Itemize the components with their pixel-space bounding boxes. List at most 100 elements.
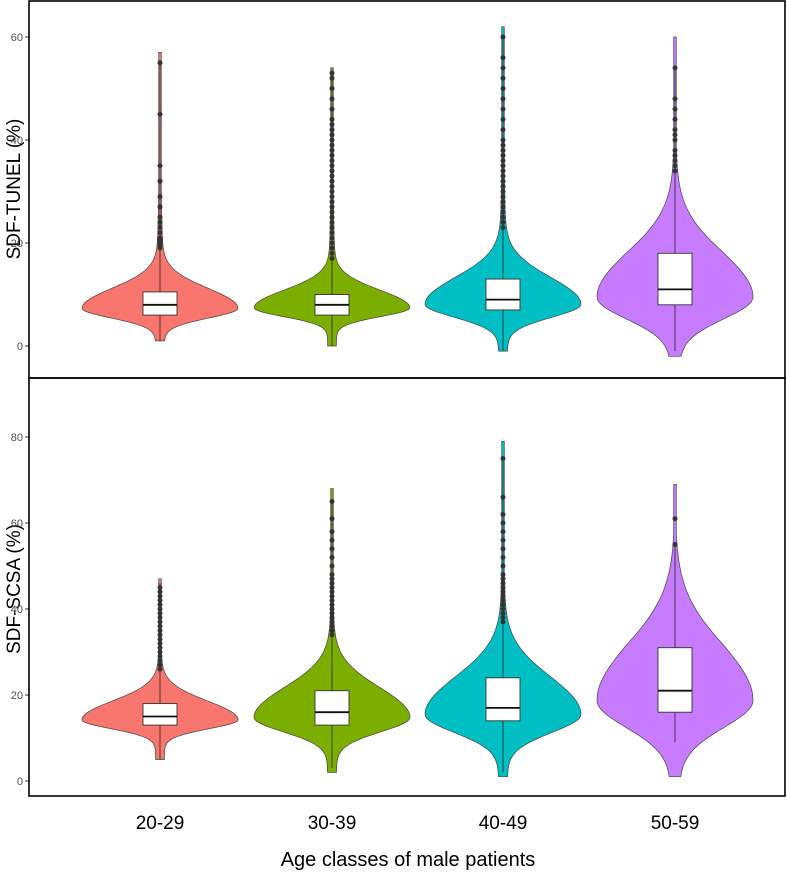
outlier-point	[157, 60, 163, 66]
y-tick-label: 20	[11, 238, 23, 250]
outlier-point	[500, 158, 506, 164]
outlier-point	[157, 593, 163, 599]
outlier-point	[500, 576, 506, 582]
box-20-29	[142, 291, 178, 316]
outlier-point	[329, 230, 335, 236]
outlier-point	[500, 34, 506, 40]
y-ticks-scsa: 0 20 40 60 80	[11, 432, 29, 788]
x-tick-label-50-59: 50-59	[651, 813, 700, 834]
outlier-point	[157, 230, 163, 236]
outlier-point	[500, 225, 506, 231]
outlier-point	[329, 250, 335, 256]
outlier-point	[500, 142, 506, 148]
outlier-point	[329, 632, 335, 638]
outlier-point	[329, 75, 335, 81]
outlier-point	[500, 214, 506, 220]
outlier-point	[672, 106, 678, 112]
outlier-point	[500, 55, 506, 61]
outlier-point	[500, 86, 506, 91]
outlier-point	[157, 597, 163, 603]
outlier-point	[672, 116, 678, 122]
outlier-point	[500, 597, 506, 603]
outlier-point	[157, 666, 163, 672]
outlier-point	[157, 606, 163, 612]
outlier-point	[500, 546, 506, 552]
outlier-point	[500, 173, 506, 179]
outlier-point	[500, 494, 506, 500]
panel-border-scsa	[28, 377, 786, 797]
panel-sdf-tunel: SDF-TUNEL (%) 0 20 40 60	[4, 0, 786, 379]
outlier-point	[672, 163, 678, 169]
outlier-point	[500, 189, 506, 194]
outlier-point	[500, 204, 506, 210]
outlier-point	[329, 116, 335, 122]
outlier-point	[500, 152, 506, 158]
outlier-point	[157, 662, 163, 668]
y-tick-label: 40	[11, 604, 23, 616]
outlier-point	[157, 610, 163, 616]
outlier-point	[500, 580, 506, 586]
outlier-point	[500, 529, 506, 535]
box-50-59	[657, 647, 693, 713]
outlier-point	[500, 199, 506, 205]
outlier-point	[157, 111, 163, 117]
outlier-point	[329, 106, 335, 112]
outlier-point	[500, 163, 506, 169]
x-tick-label-20-29: 20-29	[136, 813, 185, 834]
outlier-point	[157, 615, 163, 621]
outlier-point	[500, 209, 506, 215]
x-axis: 20-29 30-39 40-49 50-59 Age classes of m…	[136, 813, 700, 871]
panel-sdf-scsa: SDF-SCSA (%) 0 20 40 60 80	[4, 377, 786, 797]
outlier-point	[329, 602, 335, 608]
outlier-point	[329, 593, 335, 599]
outlier-point	[329, 610, 335, 616]
outlier-point	[329, 628, 335, 633]
outlier-point	[329, 563, 335, 569]
y-tick-label: 60	[11, 32, 23, 44]
outlier-point	[157, 658, 163, 664]
outlier-point	[500, 75, 506, 81]
outlier-point	[329, 499, 335, 504]
outlier-point	[329, 173, 335, 179]
outlier-point	[329, 147, 335, 153]
outlier-point	[157, 602, 163, 608]
outlier-point	[157, 640, 163, 646]
x-axis-label: Age classes of male patients	[281, 849, 536, 871]
outlier-point	[672, 96, 678, 102]
y-axis-label-tunel: SDF-TUNEL (%)	[4, 119, 25, 260]
outlier-point	[500, 116, 506, 122]
outlier-point	[329, 619, 335, 625]
outlier-point	[500, 615, 506, 621]
outlier-point	[329, 225, 335, 231]
outlier-point	[329, 589, 335, 595]
outlier-point	[500, 456, 506, 461]
outlier-point	[329, 245, 335, 251]
outlier-point	[672, 132, 678, 138]
outlier-point	[329, 597, 335, 603]
outlier-point	[500, 106, 506, 112]
violins-tunel	[81, 26, 754, 357]
outlier-point	[329, 572, 335, 578]
outlier-point	[500, 178, 506, 184]
y-axis-label-scsa: SDF-SCSA (%)	[4, 524, 25, 654]
outlier-point	[157, 219, 163, 225]
box-20-29	[142, 703, 178, 726]
outlier-point	[672, 516, 678, 522]
outlier-point	[329, 554, 335, 560]
outlier-point	[500, 589, 506, 595]
x-tick-label-30-39: 30-39	[308, 813, 357, 834]
outlier-point	[157, 628, 163, 633]
outlier-point	[157, 623, 163, 629]
y-tick-label: 20	[11, 690, 23, 702]
outlier-point	[329, 214, 335, 220]
outlier-point	[500, 194, 506, 200]
outlier-point	[329, 606, 335, 612]
outlier-point	[157, 589, 163, 595]
outlier-point	[672, 147, 678, 153]
outlier-point	[500, 585, 506, 590]
outlier-point	[329, 127, 335, 133]
y-tick-label: 80	[11, 432, 23, 444]
outlier-point	[329, 137, 335, 143]
outlier-point	[329, 96, 335, 102]
outlier-point	[500, 563, 506, 569]
